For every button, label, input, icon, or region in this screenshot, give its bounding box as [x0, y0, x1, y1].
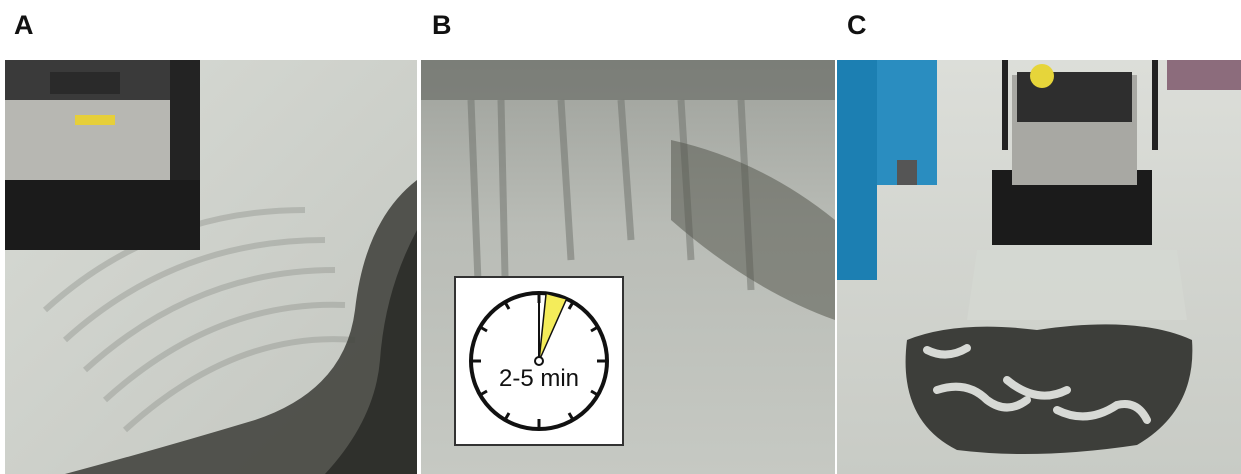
clock-icon: [469, 291, 609, 431]
timer-label: 2-5 min: [498, 365, 580, 392]
photo-c-image: [837, 60, 1241, 474]
panel-label-b: B: [432, 10, 452, 40]
timer-icon: 2-5 min: [454, 276, 624, 446]
photo-b: 2-5 min: [421, 60, 835, 474]
panel-label-a: A: [14, 10, 34, 40]
panel-label-c: C: [847, 10, 867, 40]
photo-a: [5, 60, 417, 474]
photo-a-image: [5, 60, 417, 474]
photo-c: [837, 60, 1241, 474]
